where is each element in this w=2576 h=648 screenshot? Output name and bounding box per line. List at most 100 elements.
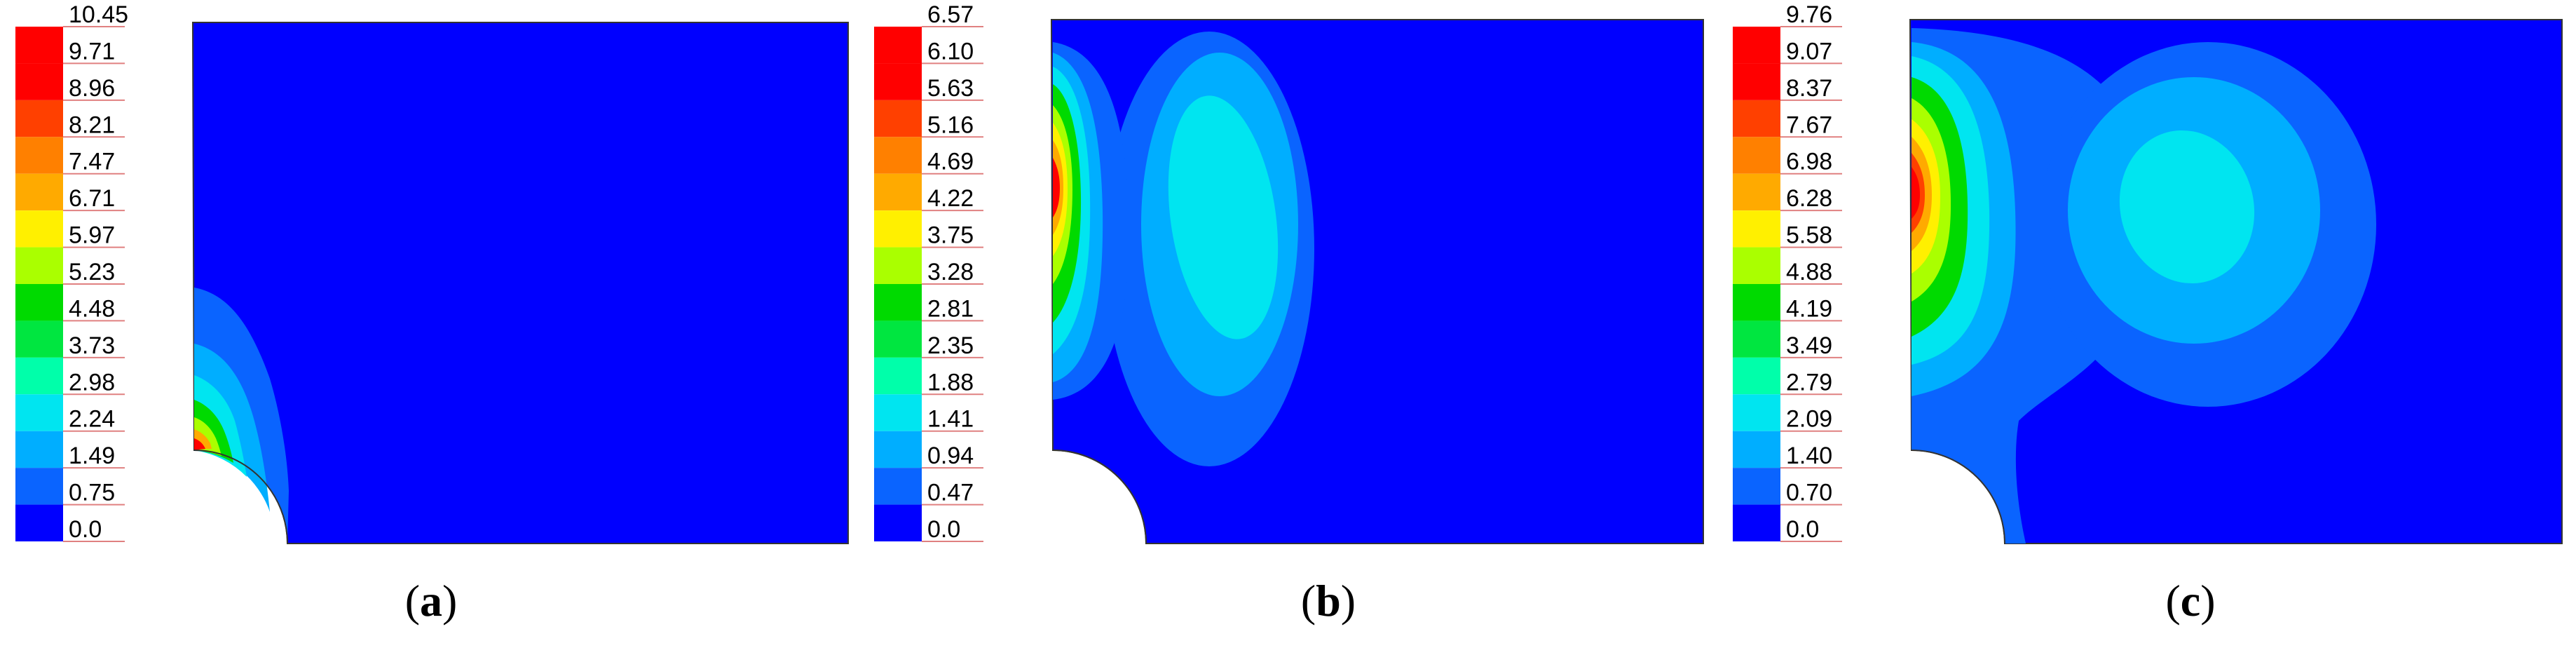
legend-b-label-0: 6.57 bbox=[927, 1, 974, 28]
legend-a-label-5: 6.71 bbox=[69, 185, 115, 212]
contour-band-b-8 bbox=[1053, 158, 1060, 217]
legend-c-label-8: 4.19 bbox=[1786, 295, 1832, 322]
legend-a-label-4: 7.47 bbox=[69, 149, 115, 175]
legend-b-swatch-10 bbox=[874, 394, 922, 431]
legend-a-swatch-9 bbox=[15, 357, 63, 395]
legend-c-swatch-12 bbox=[1733, 468, 1780, 505]
hole-edge-b bbox=[1052, 450, 1147, 544]
legend-c-label-3: 7.67 bbox=[1786, 112, 1832, 138]
legend-a-label-11: 2.24 bbox=[69, 406, 115, 433]
legend-b-swatch-1 bbox=[874, 63, 922, 100]
legend-a-label-0: 10.45 bbox=[69, 1, 128, 28]
caption-b-open: ( bbox=[1300, 576, 1316, 626]
legend-c: 9.76 9.07 8.37 7.67 6.98 6.28 5.58 4.88 4.19 3.49… bbox=[1733, 1, 1842, 543]
legend-a-swatch-7 bbox=[15, 284, 63, 321]
caption-b: (b) bbox=[1258, 575, 1398, 627]
legend-a-label-2: 8.96 bbox=[69, 75, 115, 102]
caption-c-close: ) bbox=[2200, 576, 2216, 626]
hole-edge-a bbox=[193, 450, 288, 544]
legend-c-swatch-9 bbox=[1733, 357, 1780, 395]
legend-a-label-1: 9.71 bbox=[69, 38, 115, 65]
legend-a-swatch-10 bbox=[15, 394, 63, 431]
legend-b-label-7: 3.28 bbox=[927, 259, 974, 285]
caption-a: (a) bbox=[361, 575, 501, 627]
panel-b: 6.57 6.10 5.63 5.16 4.69 4.22 3.75 3.28 2.81 2.35… bbox=[859, 0, 1717, 648]
contour-plot-a bbox=[191, 22, 849, 544]
legend-b-label-9: 2.35 bbox=[927, 332, 974, 359]
legend-b-label-1: 6.10 bbox=[927, 38, 974, 65]
legend-c-label-11: 2.09 bbox=[1786, 406, 1832, 433]
legend-c-swatch-0 bbox=[1733, 27, 1780, 64]
legend-a-swatch-3 bbox=[15, 137, 63, 174]
legend-c-swatch-10 bbox=[1733, 394, 1780, 431]
caption-a-letter: a bbox=[420, 576, 442, 626]
legend-b-swatch-13 bbox=[874, 504, 922, 541]
legend-a-swatch-13 bbox=[15, 504, 63, 541]
legend-c-label-4: 6.98 bbox=[1786, 149, 1832, 175]
legend-a: 10.45 9.71 8.96 8.21 7.47 6.71 5.97 5.23 4.48 3.7… bbox=[15, 1, 128, 543]
legend-b-label-4: 4.69 bbox=[927, 149, 974, 175]
legend-a-swatch-1 bbox=[15, 63, 63, 100]
legend-c-swatch-2 bbox=[1733, 100, 1780, 137]
legend-c-label-14: 0.0 bbox=[1786, 516, 1819, 543]
legend-b-label-14: 0.0 bbox=[927, 516, 960, 543]
legend-b-swatch-6 bbox=[874, 247, 922, 284]
legend-a-swatch-5 bbox=[15, 210, 63, 248]
caption-b-letter: b bbox=[1316, 576, 1341, 626]
legend-b-swatch-4 bbox=[874, 173, 922, 211]
legend-c-swatch-13 bbox=[1733, 504, 1780, 541]
contour-plot-b bbox=[1050, 19, 1704, 544]
contour-lobe-c-3 bbox=[2119, 130, 2255, 284]
contour-band-c-8 bbox=[1911, 167, 1920, 219]
legend-c-label-0: 9.76 bbox=[1786, 1, 1832, 28]
legend-b-label-5: 4.22 bbox=[927, 185, 974, 212]
legend-c-label-13: 0.70 bbox=[1786, 480, 1832, 506]
panel-a: 10.45 9.71 8.96 8.21 7.47 6.71 5.97 5.23 4.48 3.7… bbox=[0, 0, 859, 648]
legend-a-swatch-12 bbox=[15, 468, 63, 505]
legend-b-swatch-7 bbox=[874, 284, 922, 321]
legend-c-swatch-1 bbox=[1733, 63, 1780, 100]
legend-b-swatch-9 bbox=[874, 357, 922, 395]
panel-c: 9.76 9.07 8.37 7.67 6.98 6.28 5.58 4.88 4.19 3.49… bbox=[1717, 0, 2576, 648]
legend-b-label-11: 1.41 bbox=[927, 406, 974, 433]
legend-a-label-12: 1.49 bbox=[69, 443, 115, 469]
caption-c-letter: c bbox=[2180, 576, 2201, 626]
legend-a-label-10: 2.98 bbox=[69, 369, 115, 396]
legend-c-swatch-4 bbox=[1733, 173, 1780, 211]
legend-c-label-7: 4.88 bbox=[1786, 259, 1832, 285]
caption-a-open: ( bbox=[404, 576, 420, 626]
legend-b-label-12: 0.94 bbox=[927, 443, 974, 469]
legend-b-swatch-12 bbox=[874, 468, 922, 505]
legend-c-label-6: 5.58 bbox=[1786, 222, 1832, 249]
legend-a-label-13: 0.75 bbox=[69, 480, 115, 506]
caption-c: (c) bbox=[2120, 575, 2261, 627]
legend-c-swatch-11 bbox=[1733, 431, 1780, 468]
contour-band-a-7 bbox=[194, 438, 205, 450]
legend-c-label-12: 1.40 bbox=[1786, 443, 1832, 469]
legend-b-label-2: 5.63 bbox=[927, 75, 974, 102]
contour-lobe-b-3 bbox=[1168, 95, 1279, 339]
legend-a-swatch-8 bbox=[15, 320, 63, 358]
panel-c-figure: 9.76 9.07 8.37 7.67 6.98 6.28 5.58 4.88 4.19 3.49… bbox=[1733, 1, 2563, 544]
legend-b-swatch-0 bbox=[874, 27, 922, 64]
legend-b-label-8: 2.81 bbox=[927, 295, 974, 322]
legend-b-swatch-11 bbox=[874, 431, 922, 468]
legend-c-swatch-3 bbox=[1733, 137, 1780, 174]
legend-b-swatch-2 bbox=[874, 100, 922, 137]
legend-a-label-8: 4.48 bbox=[69, 295, 115, 322]
contour-plot-c bbox=[1909, 19, 2563, 544]
legend-c-swatch-6 bbox=[1733, 247, 1780, 284]
legend-c-swatch-5 bbox=[1733, 210, 1780, 248]
legend-c-label-5: 6.28 bbox=[1786, 185, 1832, 212]
legend-a-label-7: 5.23 bbox=[69, 259, 115, 285]
legend-a-label-14: 0.0 bbox=[69, 516, 102, 543]
legend-b: 6.57 6.10 5.63 5.16 4.69 4.22 3.75 3.28 2.81 2.35… bbox=[874, 1, 983, 543]
legend-c-label-2: 8.37 bbox=[1786, 75, 1832, 102]
legend-b-label-13: 0.47 bbox=[927, 480, 974, 506]
legend-a-label-3: 8.21 bbox=[69, 112, 115, 138]
legend-b-swatch-5 bbox=[874, 210, 922, 248]
legend-a-swatch-4 bbox=[15, 173, 63, 211]
legend-c-label-10: 2.79 bbox=[1786, 369, 1832, 396]
legend-a-label-9: 3.73 bbox=[69, 332, 115, 359]
legend-b-label-6: 3.75 bbox=[927, 222, 974, 249]
